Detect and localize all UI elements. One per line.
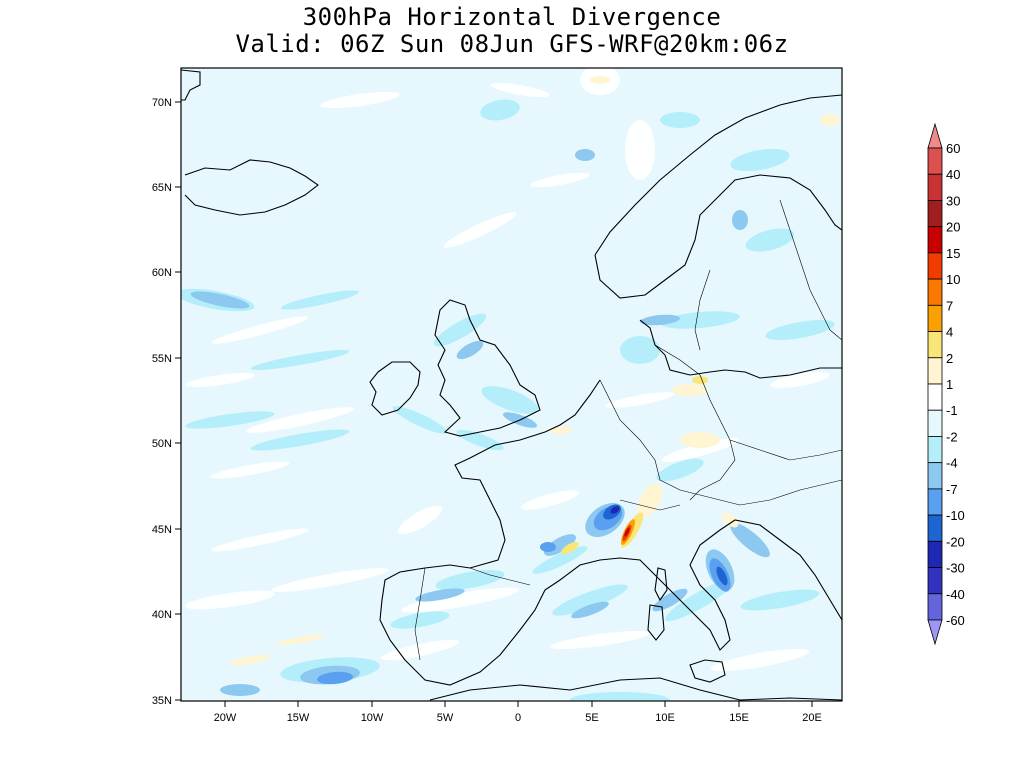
colorbar-segment (927, 357, 943, 385)
colorbar-segment (927, 409, 943, 437)
colorbar-label: 30 (946, 193, 960, 208)
colorbar-segment (927, 383, 943, 411)
colorbar-label: 40 (946, 167, 960, 182)
lon-tick-label: 20E (802, 712, 822, 724)
colorbar-label: 7 (946, 298, 953, 313)
colorbar-segment (927, 226, 943, 254)
colorbar-top-arrow (927, 122, 943, 149)
lat-tick-label: 60N (152, 267, 172, 279)
longitude-axis: 20W 15W 10W 5W 0 5E 10E 15E 20E (214, 701, 822, 724)
lat-tick-label: 50N (152, 438, 172, 450)
colorbar-label: 20 (946, 220, 960, 235)
colorbar-label: 1 (946, 377, 953, 392)
latitude-axis: 70N 65N 60N 55N 50N 45N 40N 35N (152, 97, 181, 707)
map-title: 300hPa Horizontal Divergence (302, 3, 722, 31)
colorbar-label: -40 (946, 587, 965, 602)
colorbar-label: -1 (946, 403, 958, 418)
colorbar-label: -30 (946, 561, 965, 576)
lon-tick-label: 15W (287, 712, 310, 724)
colorbar-segment (927, 173, 943, 201)
lon-tick-label: 15E (729, 712, 749, 724)
colorbar-segment (927, 436, 943, 464)
colorbar-bottom-arrow (927, 619, 943, 646)
colorbar-label: 60 (946, 141, 960, 156)
colorbar-label: -7 (946, 482, 958, 497)
colorbar-segment (927, 540, 943, 568)
colorbar-label: -4 (946, 456, 958, 471)
lon-tick-label: 10W (361, 712, 384, 724)
map-background (181, 68, 842, 701)
red-contours (624, 527, 630, 537)
divergence-field (181, 68, 842, 701)
lat-tick-label: 70N (152, 97, 172, 109)
lat-tick-label: 65N (152, 182, 172, 194)
colorbar-segment (927, 593, 943, 621)
colorbar-label: 2 (946, 351, 953, 366)
colorbar-segment (927, 462, 943, 490)
lon-tick-label: 5E (585, 712, 598, 724)
colorbar-segment (927, 567, 943, 595)
colorbar-label: -60 (946, 613, 965, 628)
colorbar-label: 15 (946, 246, 960, 261)
colorbar-label: -20 (946, 534, 965, 549)
colorbar-segment (927, 200, 943, 228)
colorbar-segment (927, 252, 943, 280)
colorbar-segment (927, 304, 943, 332)
colorbar-segment (927, 331, 943, 359)
lat-tick-label: 40N (152, 609, 172, 621)
map-frame (180, 67, 843, 702)
colorbar-label: 10 (946, 272, 960, 287)
lon-tick-label: 0 (515, 712, 521, 724)
colorbar-segment (927, 278, 943, 306)
colorbar-segment (927, 147, 943, 175)
map-subtitle: Valid: 06Z Sun 08Jun GFS-WRF@20km:06z (235, 30, 789, 58)
colorbar-label: -10 (946, 508, 965, 523)
colorbar-label: 4 (946, 325, 953, 340)
lon-tick-label: 20W (214, 712, 237, 724)
lat-tick-label: 45N (152, 524, 172, 536)
country-borders (414, 199, 842, 661)
white-contours (185, 68, 830, 672)
lat-tick-label: 55N (152, 353, 172, 365)
lon-tick-label: 10E (655, 712, 675, 724)
colorbar-segment (927, 488, 943, 516)
colorbar-label: -2 (946, 429, 958, 444)
navy-contours (610, 506, 620, 514)
colorbar-segment (927, 514, 943, 542)
lat-tick-label: 35N (152, 695, 172, 707)
colorbar: 60 40 30 20 15 10 7 4 2 1 -1 -2 -4 -7 -10 -20 -30 -40 -60 (927, 122, 965, 646)
cream-contours (230, 76, 840, 666)
lon-tick-label: 5W (437, 712, 454, 724)
